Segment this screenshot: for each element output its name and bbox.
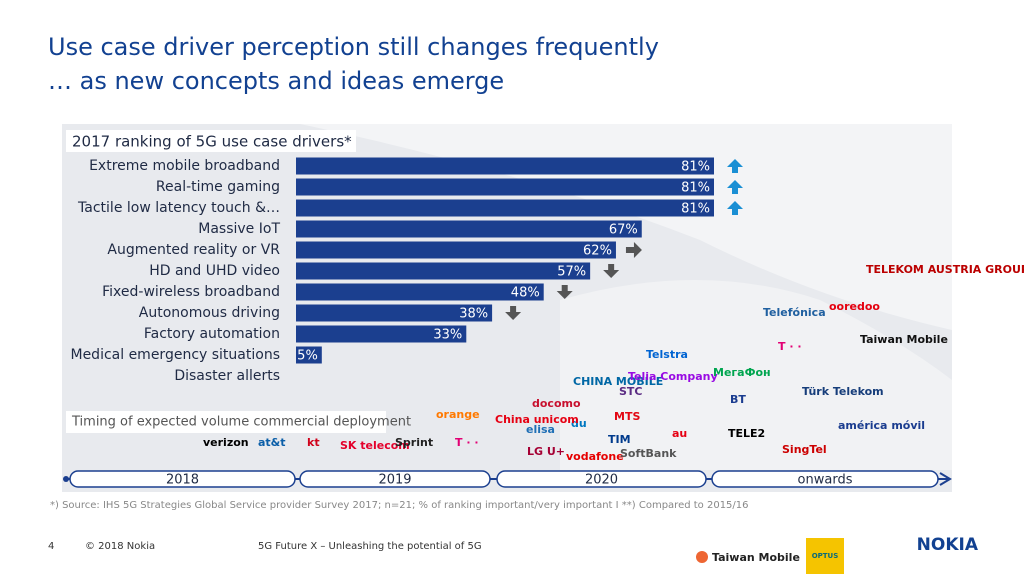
operator-logo: ooredoo — [829, 300, 880, 313]
bar — [296, 262, 591, 280]
trend-arrow — [505, 306, 522, 320]
timeline-label: 2019 — [378, 473, 411, 488]
timeline-label: onwards — [798, 473, 853, 488]
operator-logo: américa móvil — [838, 419, 925, 432]
value-label: 62% — [583, 244, 612, 259]
operator-logo: STC — [619, 385, 643, 398]
slide-title: Use case driver perception still changes… — [48, 33, 659, 61]
value-label: 33% — [433, 328, 462, 343]
timeline-title: Timing of expected volume commercial dep… — [71, 415, 411, 430]
category-label: Massive IoT — [198, 221, 280, 237]
operator-logo: МегаФон — [713, 366, 771, 379]
bar — [296, 283, 544, 301]
category-label: HD and UHD video — [149, 263, 280, 279]
operator-logo: China unicom — [495, 413, 579, 426]
operator-logo: Telia Company — [628, 370, 718, 383]
timeline-end — [939, 472, 952, 486]
operator-logo: Telefónica — [763, 306, 826, 319]
optus-box — [806, 538, 844, 574]
footer-text: 5G Future X – Unleashing the potential o… — [258, 541, 482, 552]
operator-logo: Sprint — [395, 436, 433, 449]
operator-logo: SoftBank — [620, 447, 677, 460]
bar — [296, 304, 493, 322]
category-label: Fixed-wireless broadband — [102, 284, 280, 300]
timeline-period — [711, 470, 939, 488]
footer-logo: NOKIA — [917, 535, 979, 555]
logo-icon — [696, 551, 708, 563]
value-label: 81% — [681, 202, 710, 217]
operator-logo: vodafone — [566, 450, 624, 463]
operator-logo: T · · — [455, 436, 479, 449]
operator-logo: au — [672, 427, 687, 440]
trend-arrow — [727, 201, 743, 215]
operator-logo: TELE2 — [728, 427, 765, 440]
operator-logo: BT — [730, 393, 746, 406]
timeline-title-box — [66, 411, 386, 433]
bar — [296, 199, 714, 217]
operator-logo: Telstra — [646, 348, 688, 361]
slide-subtitle: … as new concepts and ideas emerge — [48, 67, 504, 95]
footer-logo: Taiwan Mobile — [712, 551, 800, 564]
timeline-period — [496, 470, 707, 488]
bar — [296, 241, 616, 259]
timeline-period — [299, 470, 491, 488]
map-shape — [300, 124, 952, 330]
operator-logo: kt — [307, 436, 320, 449]
footnote: *) Source: IHS 5G Strategies Global Serv… — [50, 500, 749, 511]
operator-logo: verizon — [203, 436, 249, 449]
chart-title: 2017 ranking of 5G use case drivers* — [72, 133, 352, 151]
operator-logo: TELEKOM AUSTRIA GROUP — [866, 263, 1024, 276]
operator-logo: T · · — [778, 340, 802, 353]
category-label: Augmented reality or VR — [107, 242, 280, 258]
map-shape — [560, 280, 952, 470]
operator-logo: orange — [436, 408, 480, 421]
chart-title-box — [66, 130, 356, 152]
operator-logo: Taiwan Mobile — [860, 333, 948, 346]
bar — [296, 325, 467, 343]
timeline-label: 2020 — [585, 473, 618, 488]
operator-logo: du — [571, 417, 587, 430]
category-label: Factory automation — [144, 326, 280, 342]
operator-logo: SingTel — [782, 443, 827, 456]
operator-logo: SK telecom — [340, 439, 410, 452]
value-label: 5% — [297, 349, 318, 364]
operator-logo: at&t — [258, 436, 286, 449]
operator-logo: Türk Telekom — [802, 385, 884, 398]
operator-logo: MTS — [614, 410, 640, 423]
operator-logo: LG U+ — [527, 445, 565, 458]
value-label: 48% — [511, 286, 540, 301]
copyright: © 2018 Nokia — [85, 541, 155, 552]
value-label: 81% — [681, 181, 710, 196]
value-label: 57% — [557, 265, 586, 280]
trend-arrow — [556, 285, 573, 299]
category-label: Extreme mobile broadband — [89, 158, 280, 174]
operator-logo: docomo — [532, 397, 581, 410]
category-label: Tactile low latency touch &… — [77, 200, 280, 216]
footer-logo: OPTUS — [812, 552, 839, 560]
operator-logo: elisa — [526, 423, 555, 436]
category-label: Disaster allerts — [174, 368, 280, 384]
timeline-period — [69, 470, 296, 488]
timeline-label: 2018 — [166, 473, 199, 488]
bar — [296, 178, 714, 196]
category-label: Medical emergency situations — [70, 347, 280, 363]
trend-arrow — [727, 159, 743, 173]
timeline-start — [63, 476, 69, 482]
bar — [296, 346, 322, 364]
bar — [296, 220, 642, 238]
trend-arrow — [727, 180, 743, 194]
value-label: 38% — [459, 307, 488, 322]
category-label: Autonomous driving — [139, 305, 280, 321]
category-label: Real-time gaming — [156, 179, 280, 195]
trend-arrow — [625, 242, 642, 258]
operator-logo: CHINA MOBILE — [573, 375, 663, 388]
trend-arrow — [603, 264, 620, 278]
page-number: 4 — [48, 541, 54, 552]
value-label: 81% — [681, 160, 710, 175]
operator-logo: TIM — [608, 433, 631, 446]
bar — [296, 157, 714, 175]
value-label: 67% — [609, 223, 638, 238]
